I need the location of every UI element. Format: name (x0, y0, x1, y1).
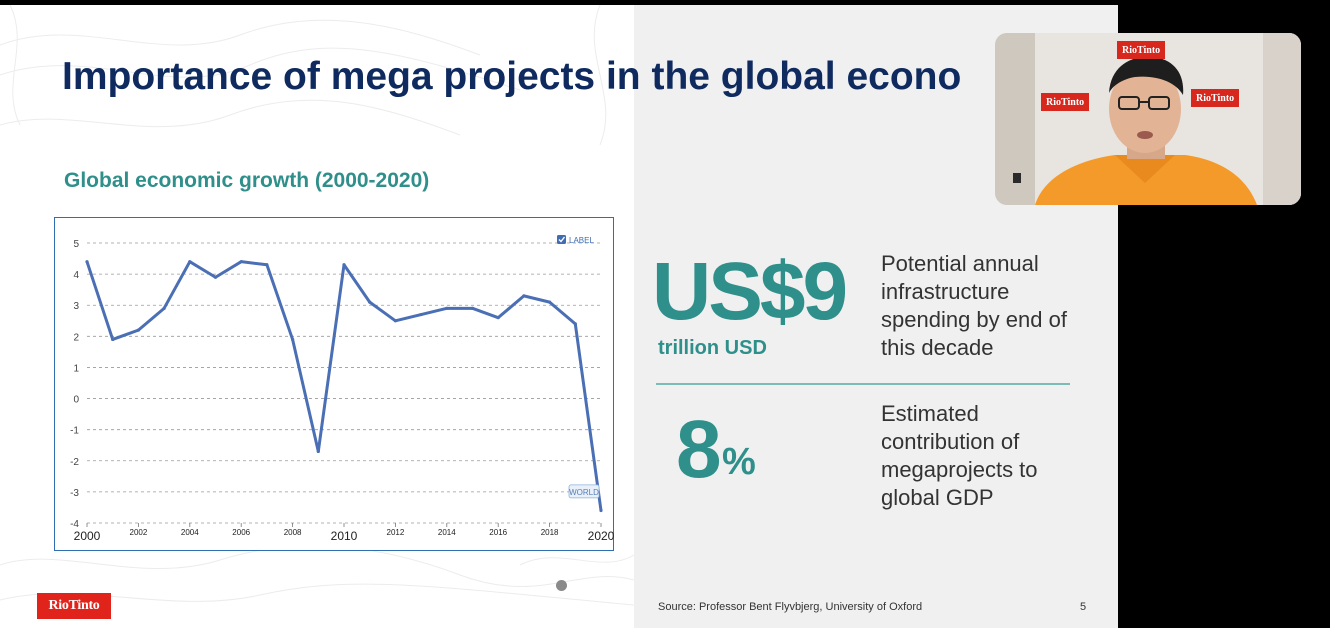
check-icon (558, 236, 566, 243)
y-tick-label: 2 (73, 332, 79, 343)
x-tick-label: 2008 (284, 528, 302, 537)
series-line (85, 260, 603, 511)
y-tick-label: 3 (73, 301, 79, 312)
data-point (419, 312, 423, 317)
data-point (213, 275, 218, 279)
x-tick-label: 2020 (588, 529, 615, 543)
stat2-description: Estimated contribution of megaprojects t… (881, 401, 1038, 510)
chart-frame: 5 4 3 2 1 0 -1 -2 -3 -4 2000 2002 2004 2006 2008 2010 20… (54, 217, 615, 551)
data-point (291, 337, 295, 342)
data-point (496, 316, 500, 320)
data-point (265, 263, 269, 267)
data-point (111, 337, 115, 342)
data-point (445, 306, 449, 310)
y-tick-label: -2 (70, 457, 79, 468)
series-end-label-bg (568, 484, 600, 499)
source-note: Source: Professor Bent Flyvbjerg, Univer… (658, 601, 923, 613)
y-tick-label: 0 (73, 395, 79, 406)
data-point (470, 306, 475, 310)
y-tick-label: -4 (70, 519, 79, 530)
y-tick-label: -1 (70, 426, 79, 437)
x-tick-label: 2012 (387, 528, 405, 537)
stat1-description: Potential annual infrastructure spending… (881, 251, 1067, 360)
page-number: 5 (1080, 601, 1087, 613)
y-tick-label: -3 (70, 488, 79, 499)
x-tick-label: 2006 (232, 528, 250, 537)
riotinto-logo: RioTinto (37, 593, 111, 619)
stat1-unit: trillion USD (658, 337, 767, 359)
x-tick-label: 2014 (438, 528, 456, 537)
stat2-value: 8 (676, 404, 722, 495)
data-point (136, 328, 140, 332)
y-tick-label: 4 (73, 270, 79, 281)
legend-checkbox (557, 235, 566, 244)
series-end-label: WORLD (569, 488, 599, 497)
pointer-dot (556, 580, 567, 591)
data-point (85, 260, 89, 264)
x-tick-label: 2016 (489, 528, 507, 537)
slide: Importance of mega projects in the globa… (0, 5, 1118, 628)
presenter-video (995, 33, 1301, 205)
data-point (548, 300, 552, 304)
data-point (188, 260, 192, 264)
data-point (368, 300, 372, 304)
data-point (522, 294, 526, 298)
slide-title: Importance of mega projects in the globa… (62, 55, 962, 98)
y-tick-label: 5 (73, 239, 79, 250)
data-point (573, 322, 577, 326)
cam-logo-tag: RioTinto (1191, 89, 1240, 107)
stat1-value: US$9 (652, 246, 848, 337)
legend-label: LABEL (569, 236, 594, 245)
data-point (239, 260, 243, 264)
x-tick-label: 2018 (541, 528, 559, 537)
data-point (162, 306, 166, 310)
chart-subtitle: Global economic growth (2000-2020) (64, 169, 430, 192)
y-tick-label: 1 (73, 363, 79, 374)
webcam-overlay[interactable]: RioTinto RioTinto RioTinto (995, 33, 1301, 205)
data-point (599, 508, 603, 513)
cam-logo-tag: RioTinto (1041, 93, 1090, 111)
x-tick-label: 2002 (130, 528, 148, 537)
data-point (316, 449, 320, 454)
data-point (393, 319, 397, 323)
x-tick-label: 2010 (331, 529, 358, 543)
stat-divider (656, 383, 1070, 385)
x-tick-label: 2004 (181, 528, 199, 537)
data-point (342, 263, 346, 267)
cam-logo-tag: RioTinto (1117, 41, 1166, 59)
x-tick-label: 2000 (74, 529, 101, 543)
stat2-unit: % (722, 441, 756, 483)
